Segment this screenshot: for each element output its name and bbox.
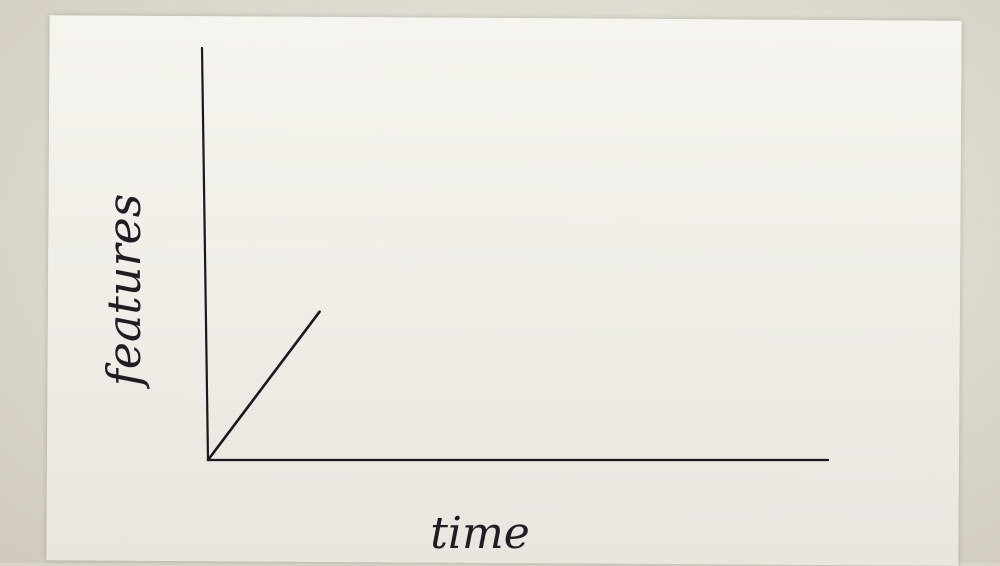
y-axis-label: features (97, 194, 151, 390)
y-axis-line (200, 46, 210, 462)
series-layer (206, 310, 321, 462)
x-axis-label: time (430, 508, 530, 559)
series-line-0 (206, 310, 321, 462)
